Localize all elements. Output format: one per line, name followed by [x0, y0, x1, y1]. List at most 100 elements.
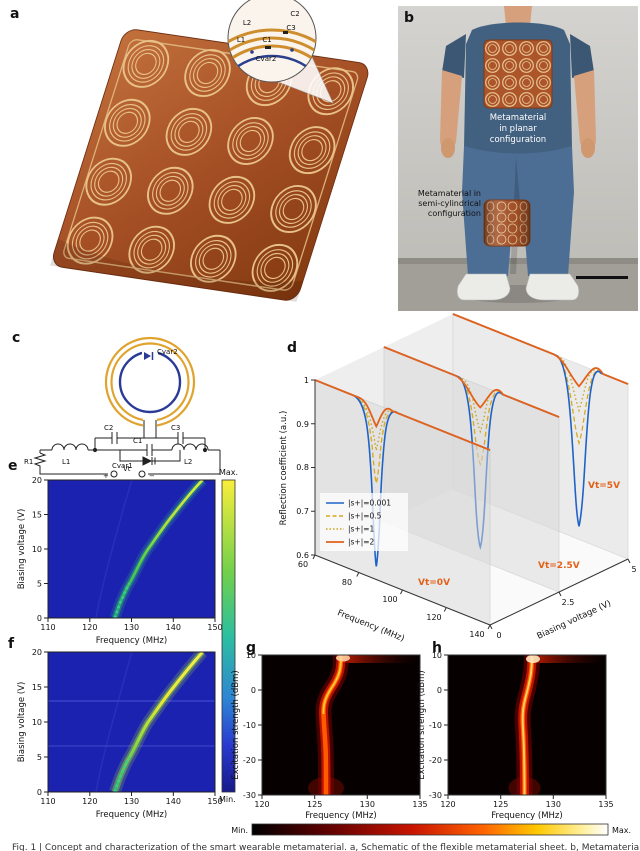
h-xtick: 130 — [546, 800, 561, 809]
resonator-rings: Cvar2 — [104, 336, 196, 431]
colorbar-ef-max: Max. — [219, 468, 238, 477]
curve-s05-vt0 — [314, 379, 491, 484]
curve-s0001-vt0 — [314, 379, 491, 567]
h-xlabel: Frequency (MHz) — [491, 811, 562, 821]
inductor-l2-icon — [171, 443, 209, 451]
backbone-core-g — [322, 655, 342, 715]
ticks-g — [258, 654, 421, 799]
terminal-plus — [110, 470, 118, 478]
xtick-140: 140 — [469, 630, 484, 639]
ticks-e — [44, 479, 216, 622]
f-ytick: 15 — [32, 683, 42, 692]
resonator-grid — [66, 39, 354, 292]
curve-s1-vt0 — [314, 379, 491, 451]
ztick-09: 0.9 — [296, 420, 309, 429]
curve-s2-vt2p5 — [383, 346, 560, 418]
label-minus: − — [149, 472, 155, 480]
panel-c: c Cvar2 C — [12, 330, 221, 480]
planar-annotation-line2: in planar — [499, 124, 537, 134]
sleeve-left — [442, 34, 466, 78]
ytick-0: 0 — [496, 631, 501, 640]
g-ytick: 0 — [251, 686, 256, 695]
resistor-r1-icon — [33, 452, 47, 469]
h-xtick: 125 — [493, 800, 508, 809]
varactor-diode-icon — [144, 352, 151, 360]
colorbar-gh-max: Max. — [612, 826, 631, 835]
g-xtick: 120 — [254, 800, 269, 809]
shoe-right — [525, 273, 580, 301]
g-xtick: 135 — [412, 800, 427, 809]
f-xtick: 140 — [166, 797, 181, 806]
capacitor-c1-icon — [146, 444, 153, 456]
e-xlabel: Frequency (MHz) — [96, 636, 167, 646]
photo-floor — [398, 258, 638, 311]
g-ytick: -30 — [243, 791, 256, 800]
h-xtick: 135 — [598, 800, 613, 809]
f-ylabel: Biasing voltage (V) — [17, 682, 27, 763]
g-ytick: -20 — [243, 756, 256, 765]
label-vt: Vt — [123, 465, 131, 473]
inset-label-c1: C1 — [262, 36, 271, 44]
capacitor-plates — [111, 432, 184, 444]
ticks-h — [444, 654, 607, 799]
e-ytick: 10 — [32, 545, 42, 554]
colorbar-gh: Min. Max. — [231, 823, 631, 836]
legend-entry-s05: |s+|=0.5 — [348, 512, 382, 521]
label-plus: + — [103, 472, 109, 480]
label-c2: C2 — [104, 424, 113, 432]
inset-label-l1: L1 — [237, 36, 245, 44]
colorbar-gh-min: Min. — [231, 826, 248, 835]
e-xtick: 140 — [166, 623, 181, 632]
e-ytick: 5 — [37, 580, 42, 589]
curve-s2-vt5 — [452, 313, 629, 388]
ytick-25: 2.5 — [562, 598, 575, 607]
curve-s1-vt2p5 — [383, 346, 560, 434]
ztick-08: 0.8 — [296, 463, 309, 472]
figure-caption: Fig. 1 | Concept and characterization of… — [12, 843, 640, 851]
colorbar-ef: Max. Min. — [219, 468, 238, 804]
legend: |s+|=0.001 |s+|=0.5 |s+|=1 |s+|=2 — [320, 493, 408, 551]
circuit-schematic — [33, 420, 221, 478]
panel-d: d Vt=0V Vt=2.5V Vt=5V — [279, 313, 637, 644]
label-c1: C1 — [133, 437, 142, 445]
e-xtick: 150 — [207, 623, 222, 632]
label-l1: L1 — [62, 458, 70, 466]
label-l2: L2 — [184, 458, 192, 466]
xtick-100: 100 — [382, 595, 397, 604]
curve-s05-vt5 — [452, 313, 629, 446]
g-ylabel: Excitation strength (dBm) — [231, 670, 241, 779]
varactor-dot — [290, 48, 294, 52]
chest-metamaterial-patch — [483, 39, 553, 109]
e-ytick: 0 — [37, 614, 42, 623]
f-xtick: 120 — [82, 797, 97, 806]
h-xtick: 120 — [440, 800, 455, 809]
floor-edge — [398, 258, 638, 264]
panel-d-label: d — [287, 340, 297, 356]
sleeve-right — [570, 34, 594, 78]
inset-label-c2: C2 — [290, 10, 299, 18]
legend-entry-s0001: |s+|=0.001 — [348, 499, 391, 508]
panel-b-label: b — [404, 10, 414, 26]
curve-s2-vt0 — [314, 379, 491, 451]
curve-s0001-vt5 — [452, 313, 629, 527]
panel-b: Metamaterial in planar configuration Met… — [398, 6, 638, 311]
cylinder-shading — [484, 200, 530, 246]
terminal-minus — [138, 470, 146, 478]
h-ytick: -20 — [429, 756, 442, 765]
label-r1: R1 — [24, 458, 33, 466]
xtick-80: 80 — [342, 578, 352, 587]
panel-g: g 10 0 -10 -20 -30 120 125 130 135 Excit… — [231, 640, 428, 821]
h-ytick: -30 — [429, 791, 442, 800]
f-ytick: 20 — [32, 648, 42, 657]
f-ytick: 0 — [37, 788, 42, 797]
ztick-1: 1 — [304, 376, 309, 385]
ring-gap-bottom — [143, 419, 157, 431]
legend-entry-s2: |s+|=2 — [348, 538, 375, 547]
ticks-f — [44, 651, 216, 796]
inset-label-l2: L2 — [243, 19, 251, 27]
arm-left — [440, 70, 462, 150]
curve-s1-vt5 — [452, 313, 629, 413]
f-xtick: 130 — [124, 797, 139, 806]
slice-label-vt5: Vt=5V — [588, 481, 620, 491]
scale-bar — [576, 276, 628, 279]
